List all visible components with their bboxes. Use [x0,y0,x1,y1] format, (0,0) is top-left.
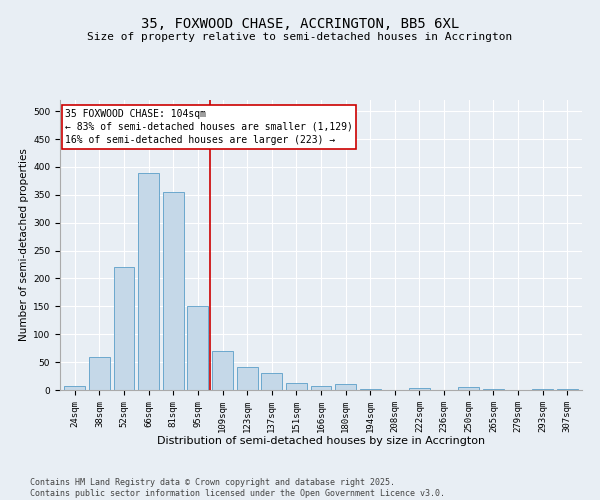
Bar [261,374,282,390]
Text: 35, FOXWOOD CHASE, ACCRINGTON, BB5 6XL: 35, FOXWOOD CHASE, ACCRINGTON, BB5 6XL [141,18,459,32]
Bar [409,388,430,390]
Bar [335,384,356,390]
Bar [212,351,233,390]
Bar [187,306,208,390]
Bar [458,387,479,390]
Bar [236,366,257,390]
Bar [163,192,184,390]
Y-axis label: Number of semi-detached properties: Number of semi-detached properties [19,148,29,342]
Bar [360,389,381,390]
Bar [286,383,307,390]
Bar [113,268,134,390]
Text: Size of property relative to semi-detached houses in Accrington: Size of property relative to semi-detach… [88,32,512,42]
Bar [89,356,110,390]
Bar [311,386,331,390]
X-axis label: Distribution of semi-detached houses by size in Accrington: Distribution of semi-detached houses by … [157,436,485,446]
Text: 35 FOXWOOD CHASE: 104sqm
← 83% of semi-detached houses are smaller (1,129)
16% o: 35 FOXWOOD CHASE: 104sqm ← 83% of semi-d… [65,108,353,145]
Bar [138,172,159,390]
Text: Contains HM Land Registry data © Crown copyright and database right 2025.
Contai: Contains HM Land Registry data © Crown c… [30,478,445,498]
Bar [64,386,85,390]
